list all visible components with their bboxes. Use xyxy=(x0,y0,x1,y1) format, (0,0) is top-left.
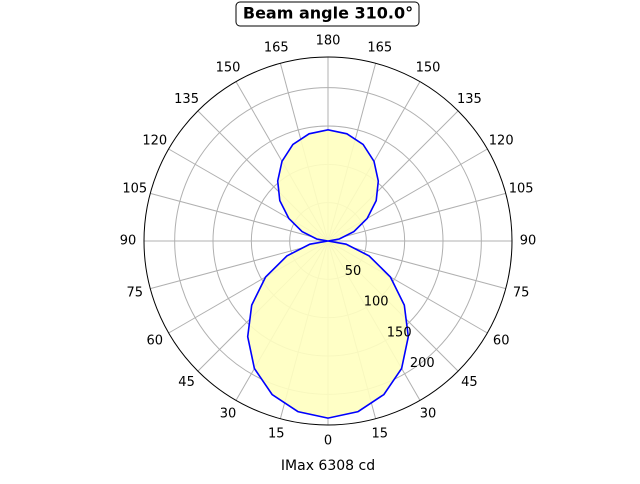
theta-tick-label: 45 xyxy=(178,375,195,390)
outer-frame xyxy=(143,56,513,426)
grid-line xyxy=(327,192,506,242)
grid-line xyxy=(150,240,329,290)
grid-line xyxy=(150,192,329,242)
r-tick-label: 200 xyxy=(410,356,435,371)
theta-tick-label: 15 xyxy=(371,427,388,442)
theta-tick-label: 120 xyxy=(489,134,514,149)
theta-tick-label: 45 xyxy=(461,375,478,390)
theta-tick-label: 150 xyxy=(416,60,441,75)
theta-tick-label: 75 xyxy=(513,285,530,300)
theta-tick-label: 90 xyxy=(520,234,537,249)
theta-tick-label: 0 xyxy=(324,434,332,449)
r-tick-label: 150 xyxy=(387,325,412,340)
r-tick-label: 50 xyxy=(345,264,362,279)
theta-tick-label: 30 xyxy=(420,407,437,422)
theta-tick-label: 135 xyxy=(457,92,482,107)
theta-tick-label: 135 xyxy=(174,92,199,107)
theta-tick-label: 120 xyxy=(142,134,167,149)
x-axis-label: IMax 6308 cd xyxy=(281,458,375,474)
theta-tick-label: 105 xyxy=(509,182,534,197)
theta-tick-label: 30 xyxy=(220,407,237,422)
theta-tick-label: 75 xyxy=(127,285,144,300)
theta-tick-label: 180 xyxy=(316,34,341,49)
grid-line xyxy=(327,240,506,290)
theta-tick-label: 165 xyxy=(367,40,392,55)
intensity-curve xyxy=(246,128,410,419)
theta-tick-label: 60 xyxy=(147,334,164,349)
title-box xyxy=(235,1,420,27)
chart-title: Beam angle 310.0° xyxy=(243,4,413,23)
theta-tick-label: 15 xyxy=(268,427,285,442)
theta-tick-label: 165 xyxy=(264,40,289,55)
theta-tick-label: 150 xyxy=(216,60,241,75)
theta-tick-label: 90 xyxy=(120,234,137,249)
theta-tick-label: 60 xyxy=(493,334,510,349)
r-tick-label: 100 xyxy=(364,295,389,310)
theta-tick-label: 105 xyxy=(122,182,147,197)
